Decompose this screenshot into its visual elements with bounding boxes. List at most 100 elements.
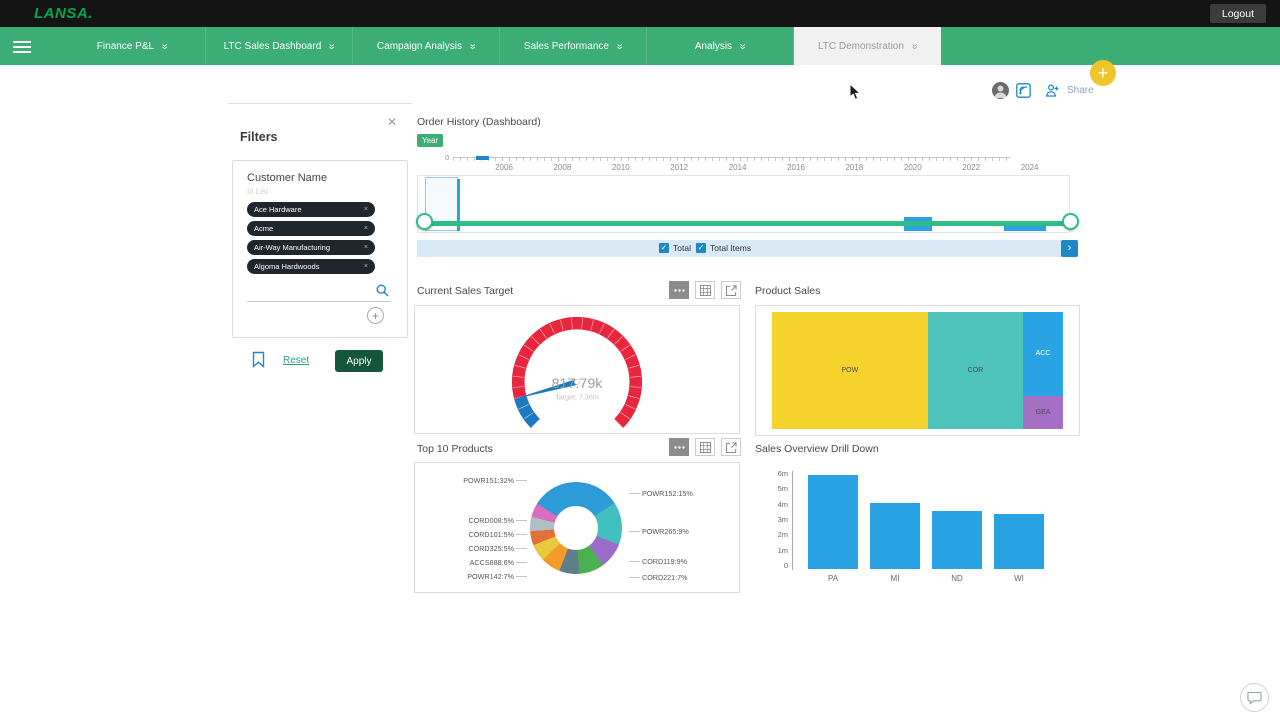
- remove-chip-icon[interactable]: ×: [363, 263, 368, 270]
- table-view-button[interactable]: [695, 438, 715, 456]
- double-chevron-down-icon[interactable]: »: [613, 43, 626, 49]
- timeline-year-label: 2014: [728, 163, 747, 172]
- nav-tab-ltc-demonstration[interactable]: LTC Demonstration »: [794, 27, 941, 65]
- bar-pa[interactable]: [808, 475, 858, 569]
- double-chevron-down-icon[interactable]: »: [466, 43, 479, 49]
- remove-chip-icon[interactable]: ×: [363, 206, 368, 213]
- range-slider-handle-left[interactable]: [416, 213, 433, 230]
- fullscreen-icon[interactable]: [1132, 66, 1148, 85]
- nav-tab-ltc-sales-dashboard[interactable]: LTC Sales Dashboard»: [206, 27, 353, 65]
- gauge-chart[interactable]: 817.79k Target: 7.36m: [493, 308, 661, 434]
- product-sales-panel: POW COR ACC GEA: [755, 305, 1080, 436]
- timeline-year-label: 2018: [845, 163, 864, 172]
- bar-chart-axis-line: [792, 471, 793, 570]
- nav-tab-label: Analysis: [694, 40, 733, 52]
- year-dimension-chip[interactable]: Year: [417, 134, 444, 147]
- add-dashboard-button[interactable]: +: [1090, 60, 1116, 86]
- bar-chart-y-tick: 4m: [777, 499, 788, 509]
- total-checkbox[interactable]: ✓: [659, 243, 669, 253]
- double-chevron-down-icon[interactable]: »: [736, 43, 749, 49]
- total-items-checkbox-group[interactable]: ✓ Total Items: [696, 243, 751, 253]
- donut-slice-label: POWR142:7%: [467, 572, 527, 581]
- bar-chart-x-label: ND: [951, 574, 963, 583]
- top-bar: LANSA. Logout: [0, 0, 1280, 27]
- double-chevron-down-icon[interactable]: »: [325, 43, 338, 49]
- bar-wi[interactable]: [994, 514, 1044, 569]
- current-sales-target-panel: 817.79k Target: 7.36m: [414, 305, 740, 434]
- top-10-products-toolbar: [669, 438, 741, 456]
- timeline-year-label: 2016: [787, 163, 805, 172]
- filter-chip[interactable]: Acme ×: [247, 221, 375, 236]
- remove-chip-icon[interactable]: ×: [363, 244, 368, 251]
- svg-text:817.79k: 817.79k: [552, 376, 604, 392]
- filter-chip[interactable]: Ace Hardware ×: [247, 202, 375, 217]
- double-chevron-down-icon[interactable]: »: [158, 43, 171, 49]
- nav-tab-analysis[interactable]: Analysis»: [647, 27, 794, 65]
- filter-condition-label: In List: [247, 187, 269, 196]
- timeline-bar: [1004, 222, 1046, 231]
- range-slider-handle-right[interactable]: [1062, 213, 1079, 230]
- hamburger-menu-icon[interactable]: [13, 41, 31, 56]
- bookmark-icon[interactable]: [252, 351, 265, 373]
- total-checkbox-group[interactable]: ✓ Total: [659, 243, 691, 253]
- nav-tab-finance-p-l[interactable]: Finance P&L»: [59, 27, 206, 65]
- treemap-tile-acc[interactable]: ACC: [1023, 312, 1063, 396]
- filters-divider: [228, 103, 412, 104]
- share-label[interactable]: Share: [1067, 85, 1094, 96]
- filter-chip[interactable]: Air-Way Manufacturing ×: [247, 240, 375, 255]
- nav-tab-sales-performance[interactable]: Sales Performance »: [500, 27, 647, 65]
- timeline-ruler: [453, 157, 1010, 161]
- double-chevron-down-icon[interactable]: »: [908, 43, 921, 49]
- treemap-tile-cor[interactable]: COR: [927, 312, 1024, 429]
- timeline-range-slider: 0 2006 2008 2010 2012 2014 2016 2018 2020 2022 20…: [416, 150, 1079, 258]
- product-sales-title: Product Sales: [755, 285, 821, 297]
- reset-filters-link[interactable]: Reset: [283, 355, 310, 366]
- nav-tab-campaign-analysis[interactable]: Campaign Analysis »: [353, 27, 500, 65]
- donut-slice-label: POWR265:9%: [629, 527, 689, 536]
- chat-bubble-button[interactable]: [1240, 683, 1269, 712]
- timeline-next-button[interactable]: ›: [1061, 240, 1078, 257]
- more-options-button[interactable]: [669, 438, 689, 456]
- total-checkbox-label: Total: [673, 243, 691, 253]
- table-view-button[interactable]: [695, 281, 715, 299]
- total-items-checkbox[interactable]: ✓: [696, 243, 706, 253]
- donut-slice-label: CORD221:7%: [629, 573, 688, 582]
- donut-slice-label: POWR152:15%: [629, 489, 693, 498]
- filter-chip[interactable]: Algoma Hardwoods ×: [247, 259, 375, 274]
- avatar[interactable]: [992, 82, 1009, 99]
- filter-search-input[interactable]: [247, 282, 367, 300]
- donut-slice-label: CORD119:9%: [628, 557, 688, 566]
- treemap-tile-gea[interactable]: GEA: [1023, 395, 1063, 429]
- filter-chip-label: Air-Way Manufacturing: [254, 243, 330, 252]
- logout-button[interactable]: Logout: [1209, 4, 1266, 23]
- feed-icon[interactable]: [1016, 83, 1031, 103]
- customer-name-filter-card: Customer Name In List Ace Hardware × Acme ×…: [232, 160, 408, 338]
- timeline-year-label: 2020: [903, 163, 922, 172]
- more-options-button[interactable]: [669, 281, 689, 299]
- apply-filters-button[interactable]: Apply: [335, 350, 383, 372]
- bar-mi[interactable]: [870, 503, 920, 569]
- current-sales-target-title: Current Sales Target: [417, 285, 514, 297]
- add-filter-value-button[interactable]: +: [367, 307, 384, 324]
- bar-chart-y-tick: 6m: [777, 469, 788, 478]
- open-in-new-button[interactable]: [721, 281, 741, 299]
- timeline-year-label: 2012: [670, 163, 689, 172]
- timeline-bar: [457, 179, 460, 231]
- bar-chart-x-label: PA: [827, 574, 839, 583]
- share-user-icon[interactable]: [1045, 83, 1060, 103]
- remove-chip-icon[interactable]: ×: [363, 225, 368, 232]
- range-slider-track[interactable]: [424, 221, 1070, 226]
- main-nav: Finance P&L» LTC Sales Dashboard» Campaign…: [0, 27, 1280, 86]
- bar-nd[interactable]: [932, 511, 982, 569]
- open-in-new-button[interactable]: [721, 438, 741, 456]
- mouse-cursor: [849, 82, 862, 107]
- search-icon[interactable]: [376, 284, 389, 302]
- donut-slice-label: CORD325:5%: [468, 544, 527, 553]
- donut-chart[interactable]: [530, 482, 622, 574]
- close-filters-icon[interactable]: ✕: [387, 115, 398, 129]
- treemap-tile-pow[interactable]: POW: [772, 312, 928, 429]
- bar-chart-x-label: WI: [1014, 574, 1024, 583]
- lansa-logo: LANSA.: [34, 5, 93, 22]
- filter-chip-label: Acme: [254, 224, 274, 233]
